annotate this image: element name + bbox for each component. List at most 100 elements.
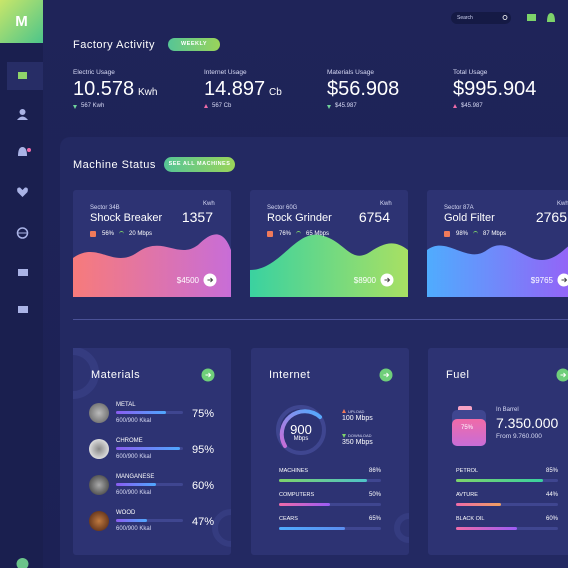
bar-fill [456,527,518,530]
speed-gauge [275,404,327,461]
amount-label: In Barrel [496,407,519,413]
stat-value: 14.897 [204,78,266,100]
material-name: METAL [116,402,136,408]
open-button-graphic [380,273,394,287]
wave-chart-graphic [427,245,568,297]
machine-efficiency: 56% [102,231,115,237]
usage-name: PETROL [456,468,479,474]
machine-price: $4500 [176,276,199,285]
machine-sector: Sector 60G [267,205,298,211]
filter-button[interactable]: WEEKLY [168,38,220,51]
stat-label: Materials Usage [327,69,374,76]
usage-percent: 86% [368,468,381,474]
bar-fill [456,479,543,482]
material-icon-graphic [89,475,109,495]
material-name: WOOD [116,510,136,516]
stat-unit: Cb [269,87,282,98]
open-button [380,273,394,292]
stat-change: 567 Cb [212,103,232,109]
open-button-graphic [557,273,568,287]
bar-track [279,503,381,506]
logo[interactable]: M [0,0,43,43]
machine-unit: Kwh [380,201,392,207]
upload-value: 100 Mbps [342,415,373,422]
see-all-button[interactable]: SEE ALL MACHINES [164,157,235,172]
usage-name: AVTURE [456,492,478,498]
wave-chart [73,190,231,302]
widget-open-button-graphic [379,368,393,382]
material-amount: 600/900 Kkal [116,418,152,424]
material-icon-graphic [89,403,109,423]
machine-speed: 65 Mbps [306,231,330,237]
machine-value: 2765 [535,209,567,225]
header-icons [502,13,555,22]
stat-label: Internet Usage [204,69,247,76]
download-value: 350 Mbps [342,439,373,446]
bar-fill [116,519,148,522]
wifi-icon [473,231,478,237]
speed-value: 900 [290,422,312,437]
machine-sector: Sector 34B [90,205,120,211]
stat-label: Total Usage [453,69,488,76]
section-title: Factory Activity [73,39,155,51]
material-icon-graphic [89,439,109,459]
bar-fill [279,479,367,482]
usage-name: CEARS [279,516,298,522]
download-arrow [342,434,346,438]
open-button-graphic [203,273,217,287]
widget-card [428,348,568,555]
download-label: DOWNLOAD [348,433,372,438]
machine-speed: 20 Mbps [129,231,153,237]
search-box[interactable] [451,12,511,24]
speed-gauge-graphic [276,405,326,455]
usage-name: MACHINES [279,468,309,474]
wave-chart-graphic [73,234,231,297]
machine-name: Shock Breaker [90,212,163,224]
machine-efficiency: 98% [456,231,469,237]
stat-change: 567 Kwh [81,103,105,109]
material-percent: 47% [192,516,215,528]
bar-fill [116,483,157,486]
upload-label: UPLOAD [348,409,365,414]
machine-speed: 87 Mbps [483,231,507,237]
trend-arrow [204,104,208,108]
fuel-tank [450,404,490,453]
machine-value: 6754 [358,209,390,225]
widget-title: Materials [91,369,141,381]
amount-value: 7.350.000 [496,415,559,431]
stat-unit: Kwh [138,87,158,98]
efficiency-icon [444,231,450,237]
machine-sector: Sector 87A [444,205,474,211]
material-percent: 75% [192,408,215,420]
material-amount: 600/900 Kkal [116,526,152,532]
bar-fill [116,411,167,414]
machine-price: $8900 [353,276,376,285]
machine-value: 1357 [181,209,213,225]
material-amount: 600/900 Kkal [116,490,152,496]
stat-value: $995.904 [453,78,537,100]
nav-icons [16,72,31,568]
stat-value: 10.578 [73,78,135,100]
fuel-tank-graphic [452,406,486,446]
usage-percent: 65% [368,516,381,522]
trend-arrow [327,105,331,109]
bar-track [456,503,558,506]
section-title: Machine Status [73,159,156,171]
widget-open-button [379,368,393,387]
efficiency-icon [267,231,273,237]
widget-open-button [201,368,215,387]
speed-unit: Mbps [293,436,309,442]
amount-capacity: From 9.760.000 [496,433,542,440]
fuel-level: 75% [460,425,473,431]
wave-chart-graphic [250,234,408,297]
material-name: MANGANESE [116,474,155,480]
material-percent: 95% [192,444,215,456]
search-placeholder[interactable]: Search [457,14,473,21]
usage-name: COMPUTERS [279,492,315,498]
widget-open-button [556,368,568,387]
widget-open-button-graphic [201,368,215,382]
trend-arrow [453,104,457,108]
wave-chart [250,190,408,302]
stat-change: $45.987 [335,103,357,109]
